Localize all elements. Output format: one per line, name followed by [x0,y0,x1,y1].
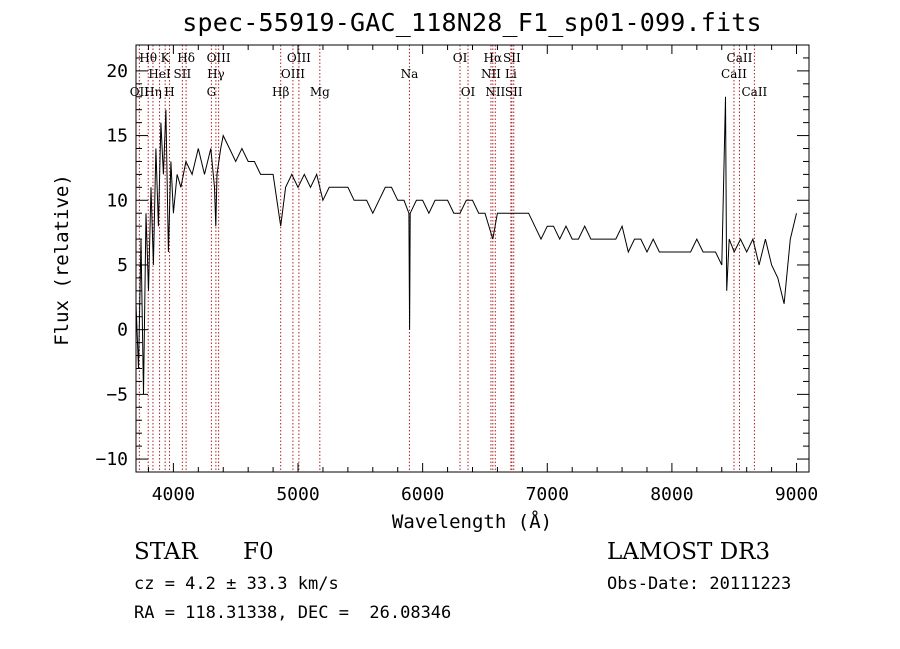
x-tick-label-5: 9000 [775,484,818,505]
y-tick-label-1: −5 [106,384,128,405]
line-label-9: Hγ [207,67,225,81]
line-label-3: HeI [148,67,171,81]
line-label-22: SII [503,51,521,65]
x-axis-label: Wavelength (Å) [392,510,552,533]
class-label: STAR [134,539,198,565]
line-label-18: NII [481,67,501,81]
line-label-4: K [161,51,171,65]
line-label-15: Na [401,67,419,81]
line-label-23: SII [505,85,523,99]
line-label-11: Hβ [272,85,289,99]
y-tick-label-3: 5 [117,255,128,276]
y-tick-label-4: 10 [106,190,128,211]
chart-title: spec-55919-GAC_118N28_F1_sp01-099.fits [182,8,762,37]
line-label-2: Hη [144,85,162,99]
y-tick-label-0: −10 [95,449,128,470]
line-labels: OIIHθHηHeIKHSIIHδGHγOIIIHβOIIIOIIIMgNaOI… [130,51,768,99]
line-label-0: OII [130,85,150,99]
y-tick-label-2: 0 [117,320,128,341]
subclass-label: F0 [243,539,274,565]
line-label-6: SII [174,67,192,81]
y-tick-label-5: 15 [106,126,128,147]
plot-frame [135,44,810,473]
x-tick-label-3: 7000 [526,484,569,505]
coordinates-text: RA = 118.31338, DEC = 26.08346 [134,603,452,623]
line-label-13: OIII [287,51,311,65]
line-label-8: G [207,85,217,99]
x-tick-label-0: 4000 [152,484,195,505]
x-tick-label-1: 5000 [276,484,319,505]
line-label-24: CaII [721,67,747,81]
line-label-26: CaII [741,85,767,99]
axis-ticks [136,45,809,472]
line-label-16: OI [453,51,468,65]
line-label-19: Hα [484,51,503,65]
x-tick-label-2: 6000 [401,484,444,505]
obs-date-text: Obs-Date: 20111223 [607,574,792,594]
x-tick-label-4: 8000 [650,484,693,505]
redshift-text: cz = 4.2 ± 33.3 km/s [134,574,339,594]
axis-tick-labels: 4000 5000 6000 7000 8000 9000 −10 −5 0 5 10 15 20 [95,61,818,505]
line-label-17: OI [461,85,476,99]
survey-label: LAMOST DR3 [607,539,771,565]
y-axis-label: Flux (relative) [51,174,73,346]
line-label-1: Hθ [139,51,157,65]
spectrum-line [135,96,797,395]
line-label-20: NII [485,85,505,99]
line-label-5: H [164,85,174,99]
line-label-14: Mg [310,85,330,99]
line-label-7: Hδ [177,51,195,65]
y-tick-label-6: 20 [106,61,128,82]
line-label-12: OIII [281,67,305,81]
line-markers [138,45,755,472]
line-label-25: CaII [727,51,753,65]
line-label-21: Li [505,67,517,81]
line-label-10: OIII [207,51,231,65]
